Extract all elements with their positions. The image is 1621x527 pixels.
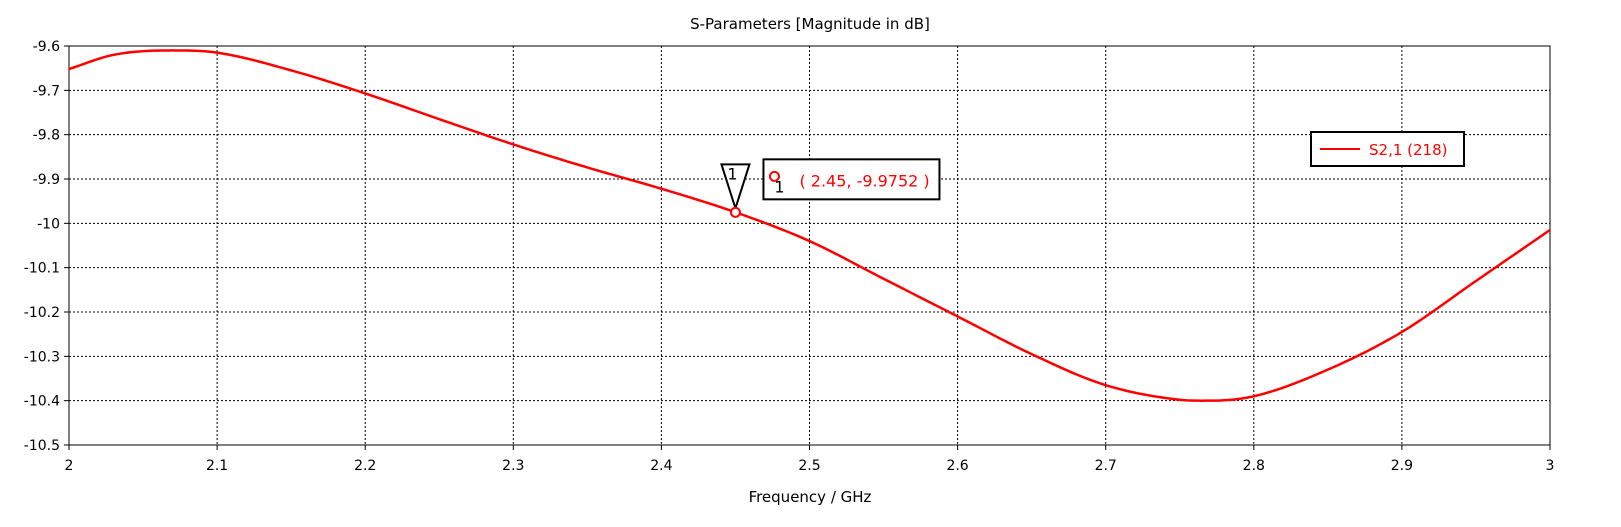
x-tick-label: 2.5 — [798, 458, 820, 474]
x-tick-label: 2.8 — [1243, 458, 1265, 474]
x-tick-label: 2.4 — [650, 458, 672, 474]
marker-label-icon — [768, 170, 780, 182]
series-layer — [68, 49, 1551, 402]
legend-entry-label: S2,1 (218) — [1369, 141, 1447, 159]
marker-label-box — [762, 158, 941, 201]
x-tick-label: 2 — [65, 458, 74, 474]
marker-id: 1 — [727, 164, 737, 183]
marker-point[interactable] — [729, 206, 741, 218]
marker-label-text: ( 2.45, -9.9752 ) — [799, 171, 929, 190]
x-tick-label: 2.3 — [502, 458, 524, 474]
x-tick-label: 2.9 — [1391, 458, 1413, 474]
y-tick-label: -10.2 — [24, 305, 60, 321]
x-tick-label: 2.6 — [946, 458, 968, 474]
y-tick-label: -9.9 — [33, 172, 60, 188]
grid — [69, 46, 1550, 445]
y-tick-label: -10.1 — [24, 261, 60, 277]
y-tick-label: -10 — [37, 216, 60, 232]
x-tick-label: 3 — [1546, 458, 1555, 474]
legend[interactable]: S2,1 (218) — [1310, 131, 1465, 167]
y-tick-label: -10.3 — [24, 349, 60, 365]
y-tick-label: -9.7 — [33, 83, 60, 99]
x-tick-label: 2.2 — [354, 458, 376, 474]
marker-triangle[interactable] — [720, 163, 751, 212]
plot-frame — [68, 45, 1551, 446]
series-line-0 — [68, 49, 1551, 402]
axis-ticks: 2 2.1 2.2 2.3 2.4 2.5 2.6 2.7 2.8 2.9 3 -9.6 -9.7 -9.… — [24, 39, 1555, 474]
marker-layer: 1 1 ( 2.45, -9.9752 ) — [720, 158, 941, 218]
x-tick-label: 2.7 — [1095, 458, 1117, 474]
marker-label-id: 1 — [774, 177, 784, 196]
x-axis-title: Frequency / GHz — [749, 488, 872, 506]
x-tick-label: 2.1 — [206, 458, 228, 474]
y-tick-label: -10.4 — [24, 394, 60, 410]
y-tick-label: -9.6 — [33, 39, 60, 55]
chart-title: S-Parameters [Magnitude in dB] — [690, 15, 930, 33]
y-tick-label: -10.5 — [24, 438, 60, 454]
y-tick-label: -9.8 — [33, 128, 60, 144]
